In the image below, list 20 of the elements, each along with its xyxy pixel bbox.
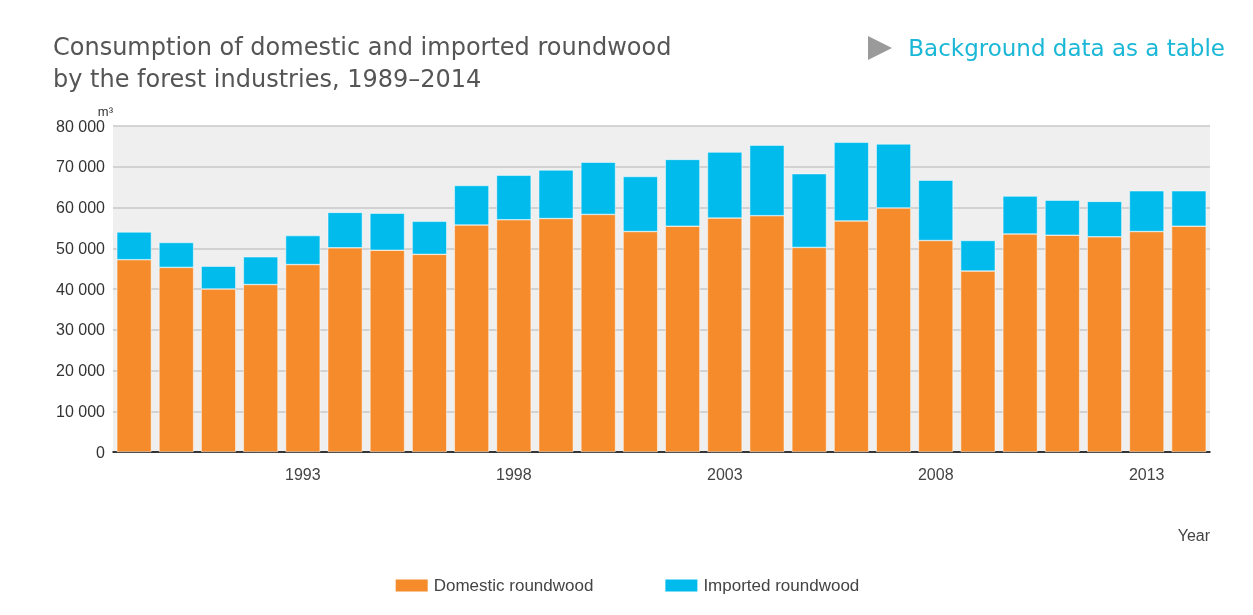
- x-tick-label: 2003: [706, 465, 743, 483]
- x-tick-label: 1998: [496, 465, 532, 483]
- chart-title: Consumption of domestic and imported roundwood by the forest industries, 1989–2014: [53, 33, 672, 93]
- y-tick-label: 50 000: [56, 239, 106, 257]
- x-tick-label: 2013: [1128, 465, 1165, 483]
- y-tick-label: 80 000: [56, 117, 106, 135]
- legend-label: Domestic roundwood: [433, 576, 594, 595]
- y-tick-label: 30 000: [56, 321, 106, 339]
- y-tick-label: 60 000: [56, 199, 106, 216]
- text: Background data as a table: [908, 35, 1225, 61]
- legend-label: Imported roundwood: [703, 576, 860, 595]
- y-tick-label: 0: [96, 443, 106, 461]
- y-axis-title: m³: [97, 104, 114, 119]
- y-tick-label: 20 000: [56, 362, 106, 379]
- y-tick-label: 10 000: [56, 402, 106, 420]
- x-tick-label: 1993: [285, 465, 321, 483]
- x-axis-title: Year: [1177, 526, 1211, 544]
- x-tick-label: 2008: [917, 465, 954, 483]
- y-tick-label: 70 000: [56, 158, 106, 176]
- y-tick-label: 40 000: [56, 280, 106, 298]
